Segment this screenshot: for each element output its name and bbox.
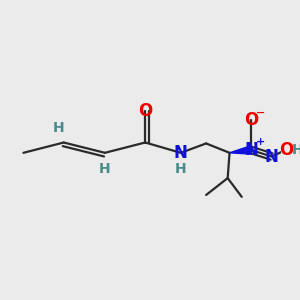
Text: O: O [138,102,152,120]
Text: N: N [174,144,188,162]
Text: O: O [279,141,293,159]
Text: H: H [292,143,300,157]
Text: O: O [244,111,258,129]
Polygon shape [230,146,252,154]
Text: H: H [175,162,187,176]
Text: H: H [52,121,64,134]
Text: N: N [265,148,279,166]
Text: N: N [244,141,258,159]
Text: −: − [256,107,265,118]
Text: +: + [256,136,265,147]
Text: H: H [99,162,111,176]
